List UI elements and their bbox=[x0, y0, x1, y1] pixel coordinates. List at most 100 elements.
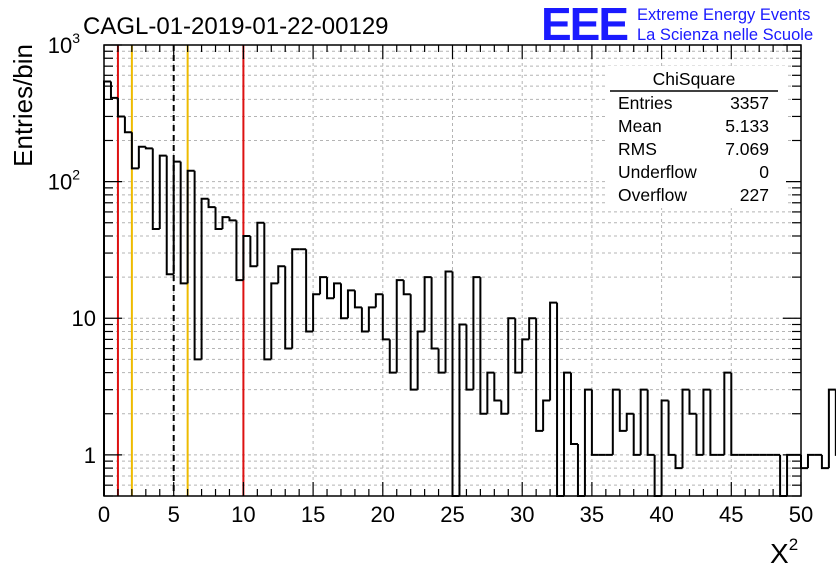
histogram-bin bbox=[333, 282, 341, 299]
histogram-bin bbox=[200, 197, 209, 360]
histogram-bin bbox=[806, 453, 815, 469]
histogram-bin bbox=[263, 222, 272, 361]
histogram-bin bbox=[458, 323, 467, 496]
histogram-bin bbox=[688, 389, 697, 415]
histogram-bin bbox=[416, 330, 425, 390]
histogram-bin bbox=[667, 400, 676, 456]
histogram-bin bbox=[493, 372, 502, 402]
x-axis-label-superscript: 2 bbox=[789, 535, 798, 554]
histogram-bin bbox=[723, 371, 732, 455]
histogram-bin bbox=[709, 389, 718, 456]
y-tick-label-base: 10 bbox=[48, 33, 72, 58]
x-tick-label: 25 bbox=[440, 502, 464, 527]
histogram-bin bbox=[353, 290, 362, 309]
histogram-bin bbox=[569, 372, 578, 446]
histogram-bin bbox=[284, 266, 293, 350]
x-tick-label: 0 bbox=[98, 502, 110, 527]
histogram-bin bbox=[312, 293, 321, 332]
stats-rows: Entries 3357 Mean 5.133 RMS 7.069 Underflow 0 Ov… bbox=[618, 93, 769, 205]
histogram-bin bbox=[193, 170, 202, 361]
histogram-bin bbox=[423, 276, 432, 332]
histogram-bin bbox=[346, 289, 355, 319]
histogram-bin bbox=[479, 277, 488, 415]
histogram-bin bbox=[291, 248, 300, 349]
y-tick-label-base: 1 bbox=[84, 443, 96, 468]
histogram-bin bbox=[486, 371, 495, 414]
histogram-bin bbox=[151, 148, 160, 231]
histogram-bin bbox=[695, 413, 704, 456]
histogram-bin bbox=[242, 234, 251, 281]
stats-row-label: RMS bbox=[618, 139, 657, 159]
histogram-bin bbox=[381, 294, 390, 341]
histogram-bin bbox=[214, 207, 223, 231]
x-axis-label-main: X bbox=[770, 538, 789, 569]
histogram-bin bbox=[249, 235, 258, 268]
histogram-bin bbox=[681, 388, 690, 469]
x-axis-ticks: 0 5 10 15 20 25 30 35 40 45 50 bbox=[98, 45, 813, 527]
histogram-bin bbox=[277, 265, 286, 284]
histogram-bin bbox=[270, 282, 279, 360]
histogram-bin bbox=[500, 400, 509, 415]
histogram-bin bbox=[388, 339, 397, 374]
stats-box: ChiSquare Entries 3357 Mean 5.133 RMS 7.069 Un… bbox=[608, 66, 786, 208]
histogram-bin bbox=[632, 413, 641, 456]
histogram-bin bbox=[827, 388, 836, 469]
x-tick-label: 15 bbox=[301, 502, 325, 527]
histogram-bin bbox=[437, 348, 446, 374]
logo-line-2: La Scienza nelle Scuole bbox=[637, 26, 813, 44]
histogram-bin bbox=[235, 220, 244, 282]
histogram-bin bbox=[528, 317, 537, 340]
stats-row-value: 7.069 bbox=[725, 139, 769, 159]
histogram-bin bbox=[103, 80, 111, 496]
stats-row-label: Mean bbox=[618, 116, 662, 136]
run-title: CAGL-01-2019-01-22-00129 bbox=[83, 13, 389, 40]
stats-row-label: Overflow bbox=[618, 185, 687, 205]
histogram-bin bbox=[186, 169, 195, 284]
y-tick-label-exponent: 3 bbox=[72, 30, 80, 46]
histogram-bin bbox=[367, 306, 376, 332]
y-tick-label: 1 bbox=[84, 443, 96, 468]
eee-logo: EEE Extreme Energy Events La Scienza nel… bbox=[541, 0, 813, 50]
histogram-bin bbox=[800, 454, 808, 470]
histogram-bin bbox=[618, 389, 627, 432]
histogram-bin bbox=[256, 221, 265, 267]
histogram-bin bbox=[549, 301, 558, 401]
stats-title: ChiSquare bbox=[653, 69, 736, 89]
histogram-bin bbox=[590, 389, 599, 456]
stats-row-value: 0 bbox=[759, 162, 769, 182]
histogram-bin bbox=[702, 388, 711, 455]
histogram-bin bbox=[820, 454, 829, 470]
histogram-bin bbox=[144, 146, 153, 150]
histogram-bin bbox=[583, 388, 592, 496]
histogram-bin bbox=[646, 389, 655, 456]
histogram-bin bbox=[207, 198, 216, 209]
histogram-bin bbox=[576, 444, 585, 497]
histogram-bin bbox=[109, 81, 118, 99]
y-tick-label: 103 bbox=[48, 30, 80, 58]
stats-box-background bbox=[608, 66, 786, 208]
y-tick-label-exponent: 2 bbox=[72, 167, 80, 183]
stats-row-value: 3357 bbox=[730, 93, 769, 113]
stats-row-value: 5.133 bbox=[725, 116, 769, 136]
y-axis-label: Entries/bin bbox=[8, 44, 38, 167]
stats-row-value: 227 bbox=[740, 185, 769, 205]
histogram-bin bbox=[221, 216, 230, 230]
histogram-bin bbox=[730, 372, 739, 456]
histogram-bin bbox=[514, 318, 523, 374]
histogram-bin bbox=[465, 324, 474, 391]
histogram-bin bbox=[172, 160, 181, 275]
histogram-bin bbox=[158, 154, 167, 230]
stats-row-label: Entries bbox=[618, 93, 673, 113]
histogram-bin bbox=[130, 132, 139, 170]
x-tick-label: 50 bbox=[789, 502, 813, 527]
histogram-bin bbox=[326, 277, 335, 300]
histogram-bin bbox=[305, 249, 314, 333]
histogram-bin bbox=[611, 388, 620, 455]
histogram-bin bbox=[179, 161, 188, 285]
histogram-bin bbox=[542, 399, 551, 431]
histogram-bin bbox=[472, 276, 481, 390]
histogram-bin bbox=[402, 280, 411, 296]
x-tick-label: 5 bbox=[168, 502, 180, 527]
